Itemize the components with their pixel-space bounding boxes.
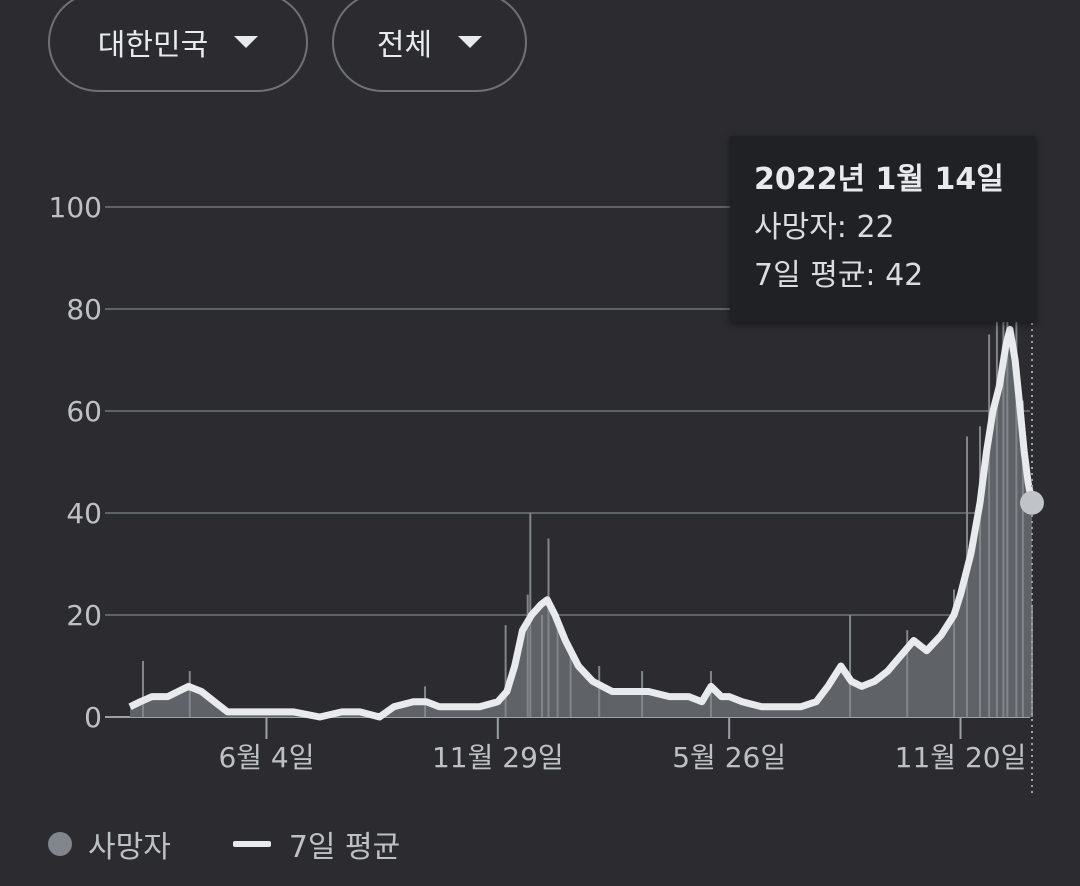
x-tick-label: 11월 29일: [432, 741, 564, 774]
chart-legend: 사망자 7일 평균: [48, 822, 400, 866]
region-filter-label: 대한민국: [97, 28, 209, 63]
tooltip-deaths: 사망자: 22: [754, 210, 895, 245]
x-tick-label: 6월 4일: [218, 741, 314, 774]
chevron-down-icon: [458, 36, 483, 48]
tooltip-date: 2022년 1월 14일: [754, 162, 1004, 197]
x-tick-label: 5월 26일: [672, 741, 786, 774]
y-tick-label: 20: [66, 599, 102, 632]
x-tick-label: 11월 20일: [895, 741, 1027, 774]
chart-tooltip: 2022년 1월 14일 사망자: 22 7일 평균: 42: [730, 136, 1036, 322]
y-tick-label: 80: [66, 293, 102, 326]
average-line: [128, 325, 1036, 721]
legend-average-swatch: [232, 841, 271, 847]
region-filter-dropdown[interactable]: 대한민국: [48, 0, 308, 92]
hover-point: [1020, 490, 1044, 515]
y-tick-label: 60: [66, 395, 102, 428]
legend-deaths-swatch: [48, 832, 72, 856]
legend-average-label: 7일 평균: [288, 830, 401, 865]
y-tick-label: 40: [66, 497, 102, 530]
legend-deaths-label: 사망자: [88, 830, 171, 865]
y-tick-label: 0: [84, 701, 102, 734]
chevron-down-icon: [234, 36, 259, 48]
average-area: [130, 329, 1032, 717]
y-tick-label: 100: [49, 191, 102, 224]
scope-filter-dropdown[interactable]: 전체: [332, 0, 527, 92]
tooltip-average: 7일 평균: 42: [754, 258, 924, 293]
scope-filter-label: 전체: [376, 28, 433, 63]
